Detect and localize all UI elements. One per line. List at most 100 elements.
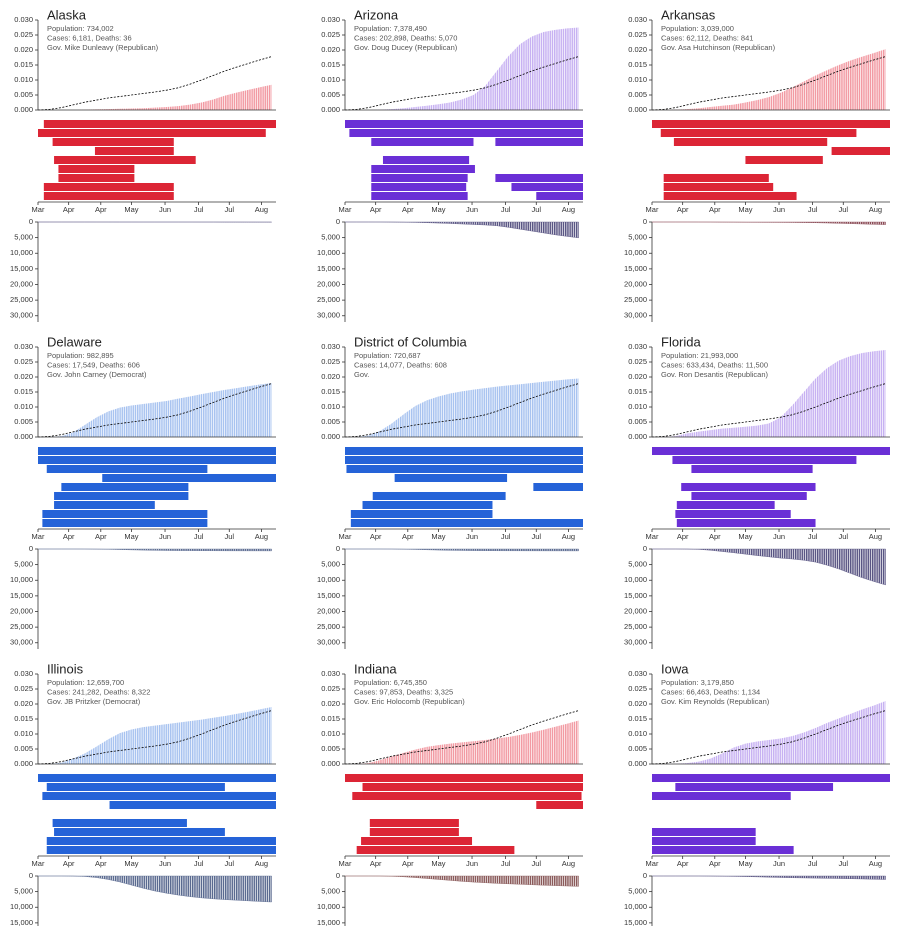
- y-tick-label: 0.020: [14, 45, 33, 54]
- y2-tick-label: 30,000: [10, 311, 33, 320]
- policy-bar: [652, 846, 794, 854]
- population: Population: 12,659,700: [47, 678, 124, 687]
- policy-bar: [43, 120, 277, 128]
- policy-bar: [652, 837, 756, 845]
- x-tick-label: Apr: [95, 205, 107, 214]
- x-tick-label: Jun: [159, 859, 171, 868]
- y2-tick-label: 5,000: [14, 233, 33, 242]
- x-tick-label: May: [738, 859, 752, 868]
- policy-bar: [652, 120, 890, 128]
- policy-bar: [369, 819, 459, 827]
- policy-bar: [352, 792, 582, 800]
- y2-tick-label: 10,000: [624, 902, 647, 911]
- policy-bar: [38, 456, 276, 464]
- policy-bar: [675, 510, 791, 518]
- y-tick-label: 0.005: [321, 417, 340, 426]
- policy-bar: [38, 129, 266, 137]
- y2-tick-label: 0: [643, 871, 647, 880]
- y2-tick-label: 5,000: [321, 887, 340, 896]
- y2-tick-label: 10,000: [10, 575, 33, 584]
- y2-tick-label: 20,000: [624, 279, 647, 288]
- governor: Gov. JB Pritzker (Democrat): [47, 697, 141, 706]
- y2-tick-label: 0: [643, 217, 647, 226]
- policy-bar: [691, 465, 813, 473]
- y2-tick-label: 25,000: [10, 295, 33, 304]
- national-line: [651, 56, 886, 111]
- x-tick-label: Jul: [838, 205, 848, 214]
- y-tick-label: 0.000: [14, 105, 33, 114]
- x-tick-label: May: [124, 205, 138, 214]
- y-tick-label: 0.000: [321, 105, 340, 114]
- y2-tick-label: 15,000: [317, 918, 340, 926]
- x-tick-label: Jun: [466, 205, 478, 214]
- x-tick-label: Mar: [32, 532, 45, 541]
- governor: Gov. Eric Holocomb (Republican): [354, 697, 465, 706]
- y-tick-label: 0.025: [321, 357, 340, 366]
- x-tick-label: Apr: [63, 205, 75, 214]
- x-tick-label: Jul: [224, 205, 234, 214]
- policy-bar: [676, 519, 816, 527]
- y2-tick-label: 10,000: [317, 575, 340, 584]
- y-tick-label: 0.000: [14, 759, 33, 768]
- policy-bar: [38, 447, 276, 455]
- deaths-area: [652, 221, 886, 225]
- policy-bar: [362, 501, 493, 509]
- policy-bar: [495, 138, 583, 146]
- policy-bar: [350, 519, 583, 527]
- x-tick-label: Jul: [531, 859, 541, 868]
- governor: Gov. Asa Hutchinson (Republican): [661, 43, 776, 52]
- y-tick-label: 0.015: [321, 60, 340, 69]
- policy-bar: [349, 129, 583, 137]
- y-tick-label: 0.015: [14, 714, 33, 723]
- state-title: Iowa: [661, 661, 689, 676]
- x-tick-label: Jun: [773, 859, 785, 868]
- policy-bar: [652, 792, 791, 800]
- x-tick-label: Jun: [773, 205, 785, 214]
- y2-tick-label: 0: [336, 217, 340, 226]
- x-tick-label: Jul: [838, 532, 848, 541]
- y-tick-label: 0.030: [628, 342, 647, 351]
- policy-bar: [371, 183, 467, 191]
- policy-bar: [745, 156, 823, 164]
- x-tick-label: Jun: [466, 532, 478, 541]
- policy-bar: [58, 165, 135, 173]
- y2-tick-label: 25,000: [624, 622, 647, 631]
- x-tick-label: Jul: [194, 532, 204, 541]
- y2-tick-label: 15,000: [624, 918, 647, 926]
- x-tick-label: Aug: [255, 859, 268, 868]
- x-tick-label: Aug: [562, 859, 575, 868]
- x-tick-label: Apr: [402, 859, 414, 868]
- x-tick-label: Jun: [773, 532, 785, 541]
- y2-tick-label: 20,000: [317, 279, 340, 288]
- cases-area: [652, 350, 886, 437]
- x-tick-label: Apr: [402, 532, 414, 541]
- y2-tick-label: 5,000: [628, 887, 647, 896]
- population: Population: 734,002: [47, 24, 114, 33]
- state-title: Florida: [661, 334, 702, 349]
- policy-bar: [54, 501, 155, 509]
- policy-bar: [345, 774, 583, 782]
- y-tick-label: 0.005: [321, 744, 340, 753]
- y-tick-label: 0.000: [14, 432, 33, 441]
- cases-deaths: Cases: 633,434, Deaths: 11,500: [661, 360, 768, 369]
- x-tick-label: Jul: [808, 859, 818, 868]
- population: Population: 982,895: [47, 351, 114, 360]
- x-tick-label: Jul: [501, 205, 511, 214]
- cases-deaths: Cases: 241,282, Deaths: 8,322: [47, 687, 150, 696]
- y2-tick-label: 30,000: [317, 311, 340, 320]
- y2-tick-label: 20,000: [624, 606, 647, 615]
- y-tick-label: 0.010: [321, 729, 340, 738]
- policy-bar: [361, 837, 473, 845]
- y-tick-label: 0.030: [628, 669, 647, 678]
- y-tick-label: 0.005: [628, 744, 647, 753]
- y-tick-label: 0.030: [321, 669, 340, 678]
- x-tick-label: Apr: [370, 205, 382, 214]
- cases-deaths: Cases: 14,077, Deaths: 608: [354, 360, 447, 369]
- deaths-area: [38, 875, 272, 903]
- state-title: District of Columbia: [354, 334, 467, 349]
- x-tick-label: Jun: [466, 859, 478, 868]
- y-tick-label: 0.010: [14, 75, 33, 84]
- y-tick-label: 0.010: [321, 402, 340, 411]
- y-tick-label: 0.025: [321, 684, 340, 693]
